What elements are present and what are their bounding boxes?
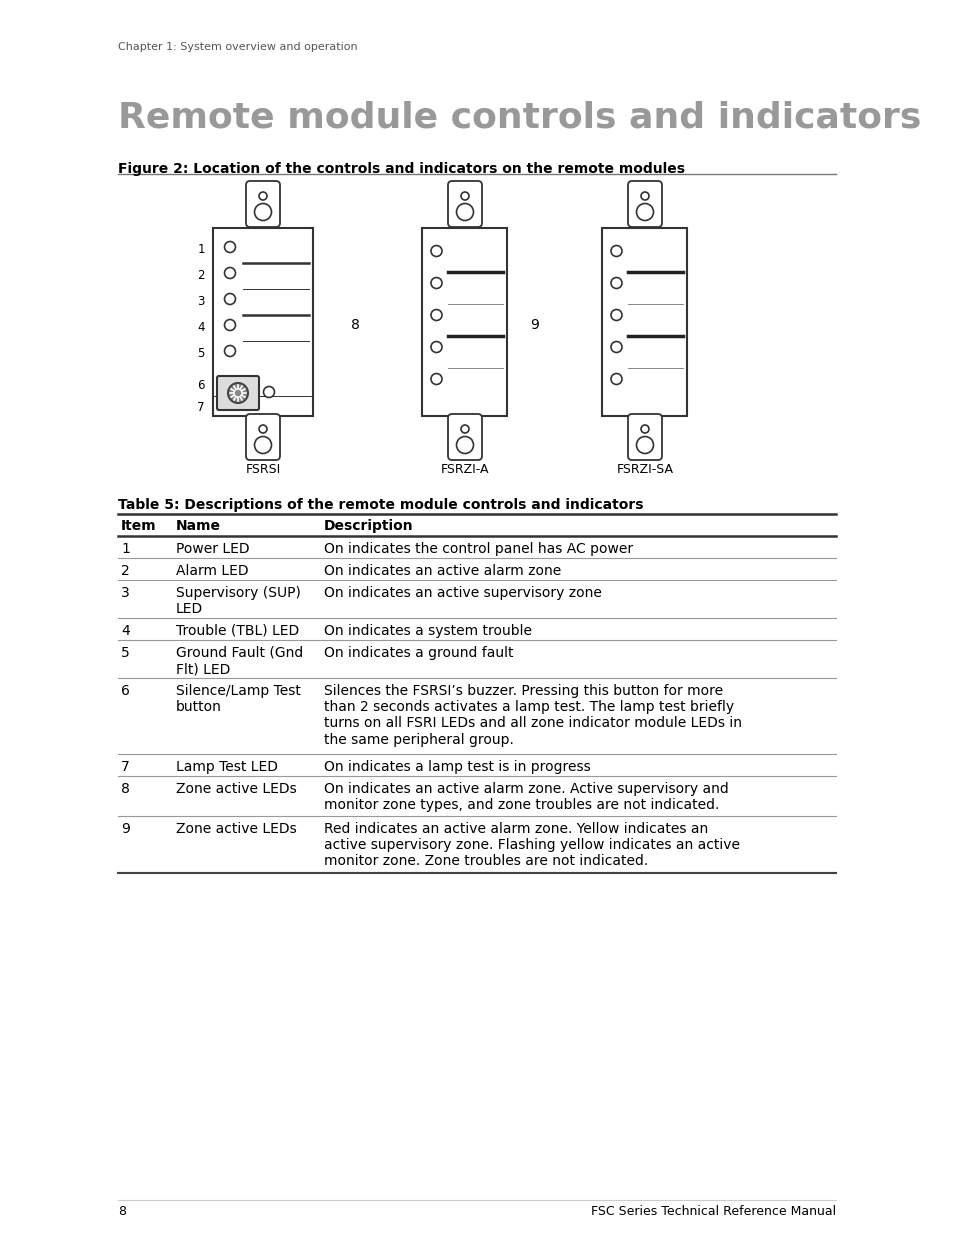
Text: 8: 8 (118, 1205, 126, 1218)
Circle shape (233, 389, 242, 396)
Text: 5: 5 (121, 646, 130, 659)
Text: 9: 9 (121, 823, 130, 836)
Circle shape (460, 425, 469, 433)
Circle shape (456, 436, 473, 453)
Text: 8: 8 (350, 317, 359, 332)
Bar (243, 242, 309, 358)
Text: Name: Name (175, 519, 221, 534)
Text: 7: 7 (121, 760, 130, 774)
Text: 1: 1 (121, 542, 130, 556)
Text: Item: Item (121, 519, 156, 534)
Text: Silence/Lamp Test
button: Silence/Lamp Test button (175, 684, 300, 714)
Text: 4: 4 (121, 624, 130, 638)
Circle shape (431, 342, 441, 352)
Text: Power LED: Power LED (175, 542, 250, 556)
Text: 2: 2 (197, 269, 205, 282)
Text: 6: 6 (197, 379, 205, 391)
Circle shape (610, 310, 621, 321)
Text: 3: 3 (121, 585, 130, 600)
Circle shape (640, 191, 648, 200)
Circle shape (456, 204, 473, 221)
Text: 5: 5 (197, 347, 205, 359)
Circle shape (640, 425, 648, 433)
Text: FSRZI-SA: FSRZI-SA (616, 463, 673, 475)
Text: FSRZI-A: FSRZI-A (440, 463, 489, 475)
Bar (602, 228, 687, 416)
Circle shape (254, 204, 272, 221)
Text: Chapter 1: System overview and operation: Chapter 1: System overview and operation (118, 42, 357, 52)
FancyBboxPatch shape (246, 182, 280, 227)
Circle shape (254, 436, 272, 453)
Circle shape (258, 425, 267, 433)
Text: 3: 3 (197, 295, 205, 308)
Circle shape (263, 387, 274, 398)
Text: Supervisory (SUP)
LED: Supervisory (SUP) LED (175, 585, 300, 616)
Text: Trouble (TBL) LED: Trouble (TBL) LED (175, 624, 299, 638)
Circle shape (636, 204, 653, 221)
Circle shape (431, 373, 441, 384)
FancyBboxPatch shape (627, 414, 661, 459)
Text: Ground Fault (Gnd
Flt) LED: Ground Fault (Gnd Flt) LED (175, 646, 303, 677)
Text: Silences the FSRSI’s buzzer. Pressing this button for more
than 2 seconds activa: Silences the FSRSI’s buzzer. Pressing th… (324, 684, 741, 747)
Circle shape (224, 268, 235, 279)
Bar (422, 228, 507, 416)
Circle shape (224, 294, 235, 305)
Circle shape (610, 278, 621, 289)
Circle shape (610, 342, 621, 352)
Text: On indicates the control panel has AC power: On indicates the control panel has AC po… (324, 542, 633, 556)
Text: 7: 7 (197, 401, 205, 414)
FancyBboxPatch shape (627, 182, 661, 227)
Text: On indicates an active alarm zone: On indicates an active alarm zone (324, 564, 560, 578)
Circle shape (636, 436, 653, 453)
Text: Zone active LEDs: Zone active LEDs (175, 823, 296, 836)
Text: Table 5: Descriptions of the remote module controls and indicators: Table 5: Descriptions of the remote modu… (118, 498, 643, 513)
Text: Zone active LEDs: Zone active LEDs (175, 782, 296, 797)
Text: On indicates a system trouble: On indicates a system trouble (324, 624, 532, 638)
FancyBboxPatch shape (216, 375, 258, 410)
Circle shape (431, 278, 441, 289)
Text: 4: 4 (197, 321, 205, 333)
Text: 6: 6 (121, 684, 130, 698)
Circle shape (224, 346, 235, 357)
Circle shape (228, 383, 248, 403)
Circle shape (224, 242, 235, 252)
Text: Description: Description (324, 519, 414, 534)
Circle shape (460, 191, 469, 200)
Bar (213, 228, 313, 416)
Text: On indicates a ground fault: On indicates a ground fault (324, 646, 513, 659)
FancyBboxPatch shape (246, 414, 280, 459)
Text: On indicates a lamp test is in progress: On indicates a lamp test is in progress (324, 760, 590, 774)
Text: Figure 2: Location of the controls and indicators on the remote modules: Figure 2: Location of the controls and i… (118, 162, 684, 177)
Text: Red indicates an active alarm zone. Yellow indicates an
active supervisory zone.: Red indicates an active alarm zone. Yell… (324, 823, 740, 868)
Circle shape (224, 320, 235, 331)
Text: On indicates an active alarm zone. Active supervisory and
monitor zone types, an: On indicates an active alarm zone. Activ… (324, 782, 728, 813)
Text: 8: 8 (121, 782, 130, 797)
Circle shape (610, 373, 621, 384)
Circle shape (610, 246, 621, 257)
Text: On indicates an active supervisory zone: On indicates an active supervisory zone (324, 585, 601, 600)
Circle shape (431, 246, 441, 257)
Text: FSC Series Technical Reference Manual: FSC Series Technical Reference Manual (590, 1205, 835, 1218)
Text: Alarm LED: Alarm LED (175, 564, 249, 578)
Text: Lamp Test LED: Lamp Test LED (175, 760, 277, 774)
Circle shape (258, 191, 267, 200)
FancyBboxPatch shape (448, 414, 481, 459)
Text: 2: 2 (121, 564, 130, 578)
Circle shape (431, 310, 441, 321)
FancyBboxPatch shape (448, 182, 481, 227)
Text: Remote module controls and indicators: Remote module controls and indicators (118, 100, 921, 135)
Text: 1: 1 (197, 243, 205, 256)
Text: 9: 9 (530, 317, 538, 332)
Text: FSRSI: FSRSI (245, 463, 280, 475)
